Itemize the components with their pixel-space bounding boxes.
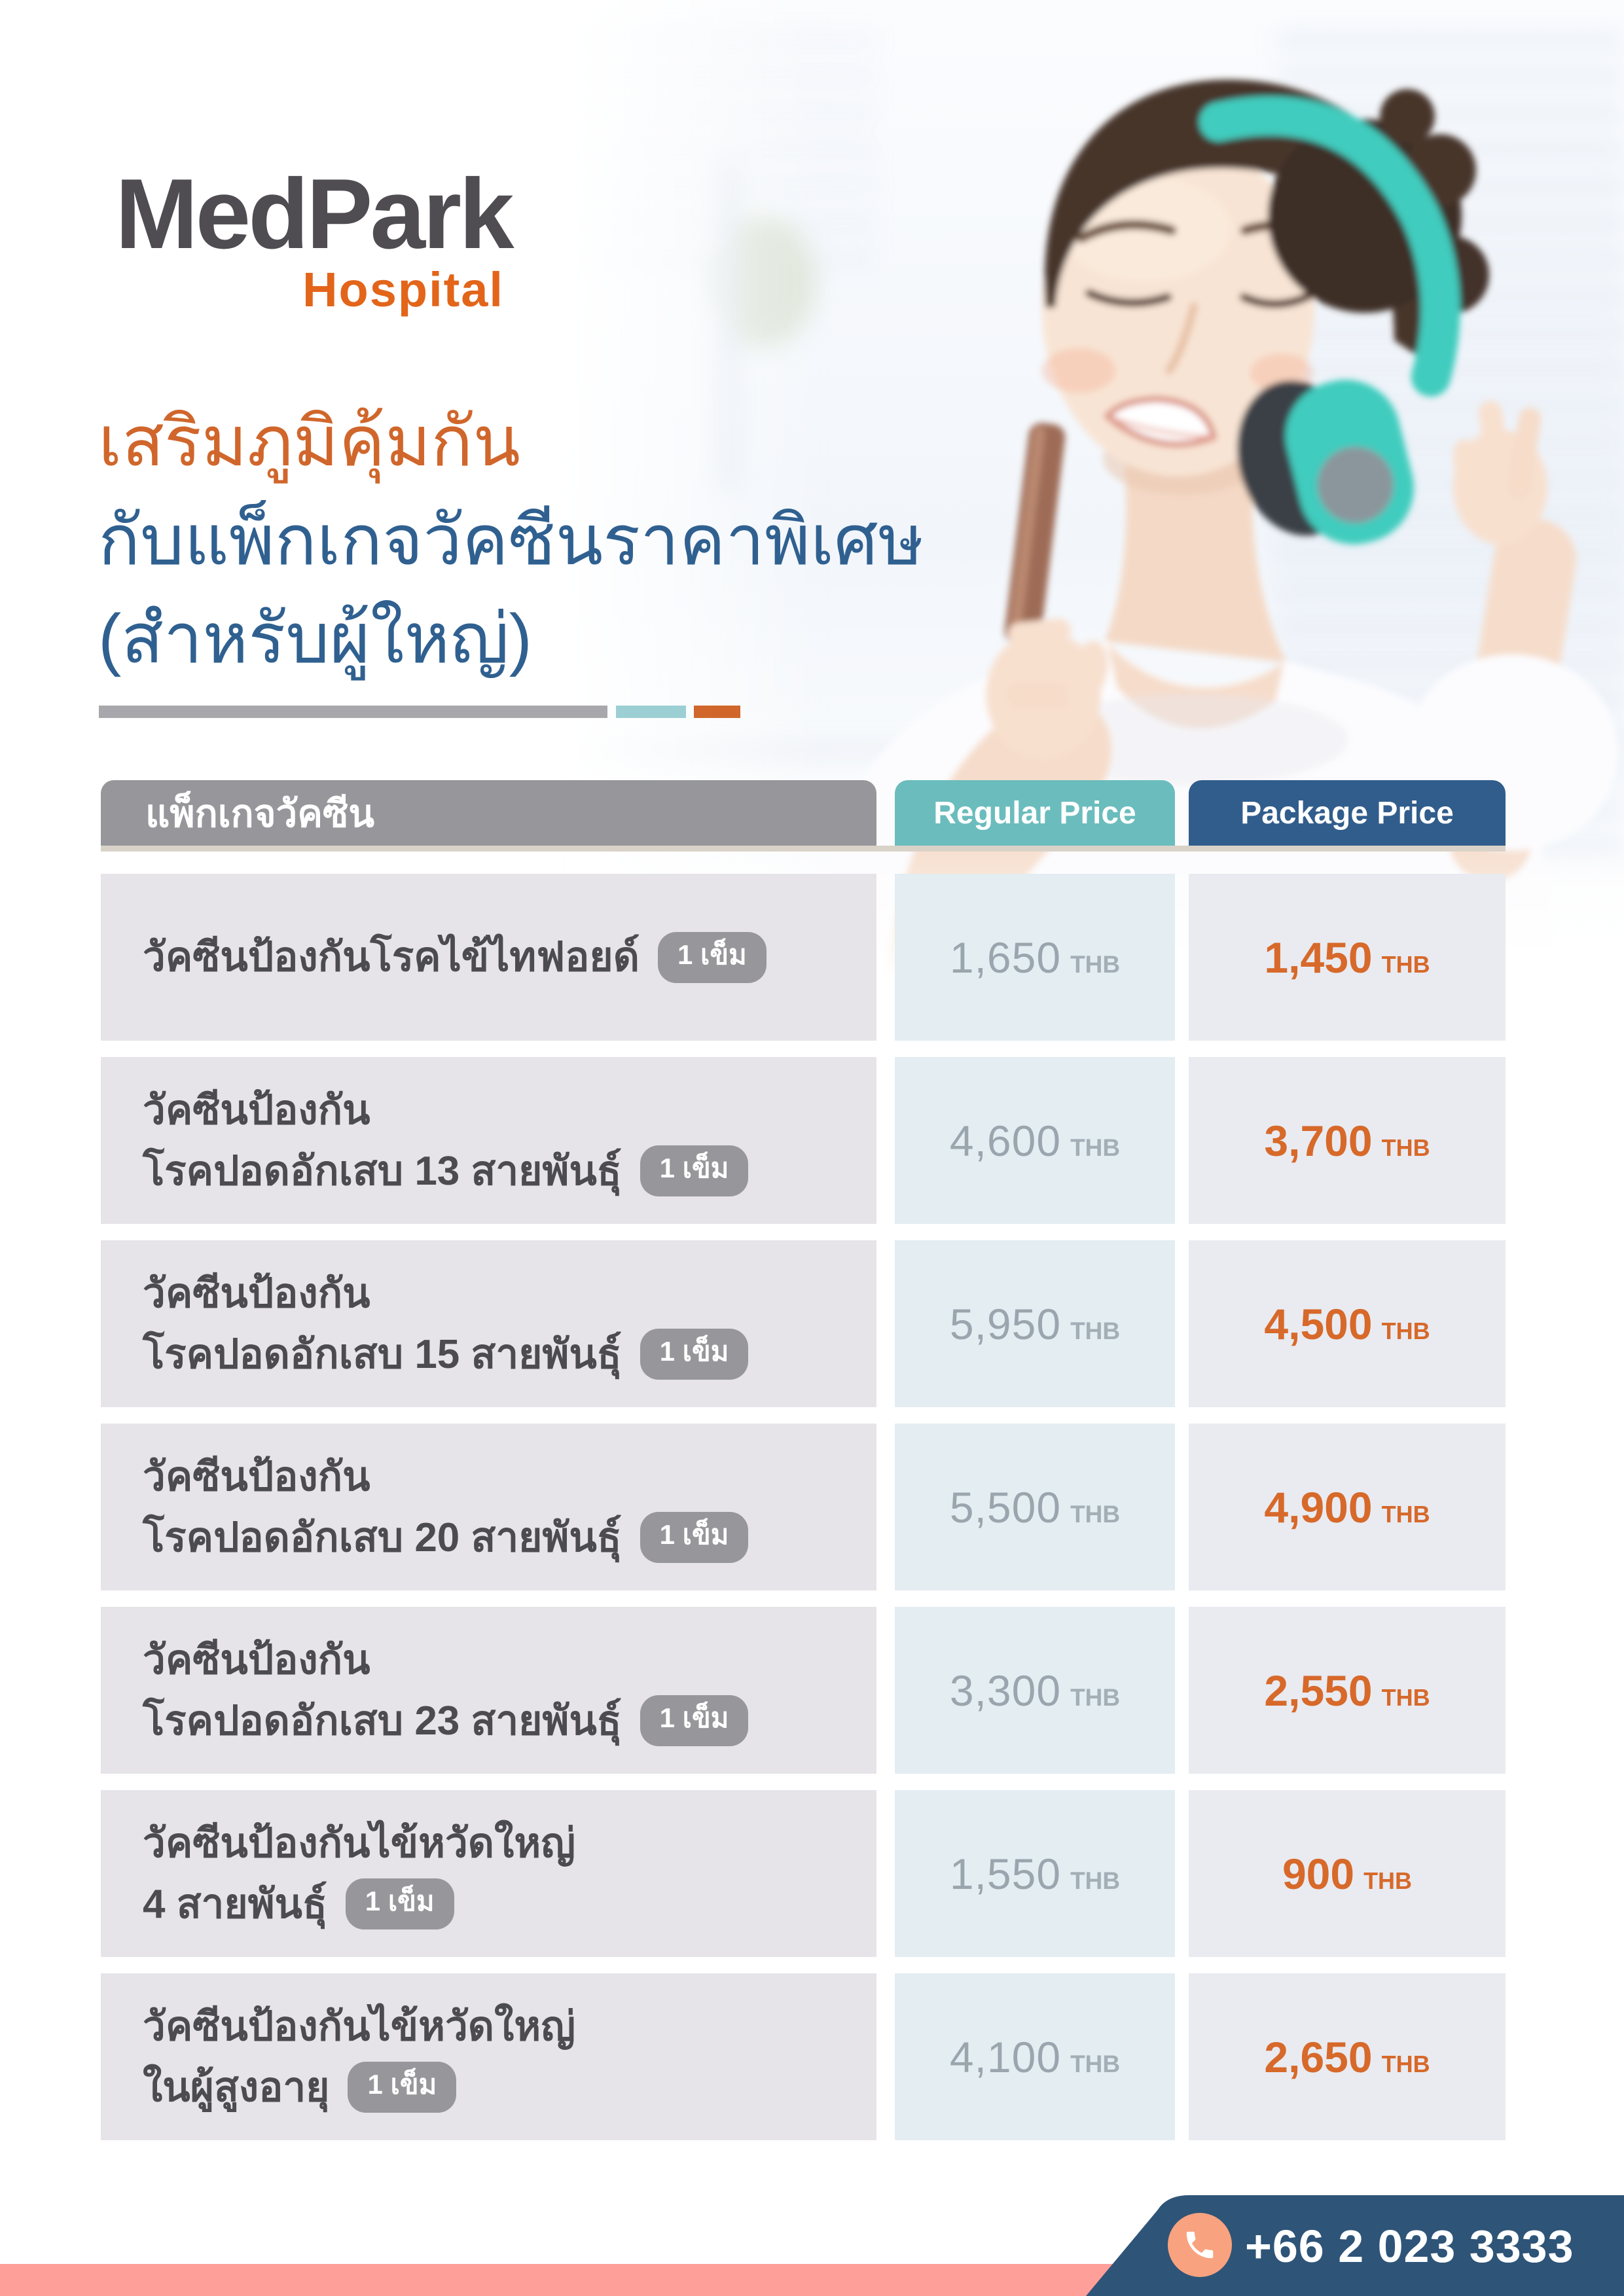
regular-price-value: 1,650 [949,933,1062,982]
dose-badge: 1 เข็ม [640,1329,749,1380]
regular-price-cell: 4,100 THB [895,1973,1175,2140]
package-currency-label: THB [1381,1683,1430,1711]
table-row: วัคซีนป้องกันโรคไข้ไทฟอยด์ 1 เข็ม 1,650 TH… [101,874,1506,1041]
regular-price-value: 5,950 [949,1299,1062,1348]
regular-currency-label: THB [1070,1867,1121,1894]
phone-badge [1168,2213,1232,2277]
dose-badge: 1 เข็ม [657,931,767,983]
regular-currency-label: THB [1070,2050,1121,2077]
brand-subtitle: Hospital [302,262,504,317]
divider-orange-bar [694,706,740,718]
phone-handset-icon [1186,2231,1214,2259]
package-currency-label: THB [1363,1867,1413,1894]
table-body: วัคซีนป้องกันโรคไข้ไทฟอยด์ 1 เข็ม 1,650 TH… [101,874,1506,2140]
regular-price-value: 4,600 [949,1116,1062,1165]
vaccine-name-cell: วัคซีนป้องกันโรคไข้ไทฟอยด์ 1 เข็ม [101,874,876,1041]
package-currency-label: THB [1381,2050,1430,2077]
regular-price-value: 3,300 [949,1666,1062,1715]
headphone-band [1199,96,1460,397]
regular-price-value: 5,500 [949,1482,1062,1532]
package-currency-label: THB [1381,950,1430,978]
vaccine-name: วัคซีนป้องกัน โรคปอดอักเสบ 13 สายพันธุ์ 1 … [143,1080,749,1202]
vaccine-name-cell: วัคซีนป้องกัน โรคปอดอักเสบ 13 สายพันธุ์ 1 … [101,1057,876,1224]
brand-name: MedPark [115,158,514,270]
package-price-value: 2,550 [1264,1666,1373,1715]
header-package-column: แพ็กเกจวัคซีน [101,780,876,846]
regular-currency-label: THB [1070,1317,1121,1344]
package-price-cell: 3,700 THB [1189,1057,1506,1224]
title-line-2: กับแพ็กเกจวัคซีนราคาพิเศษ [98,501,924,579]
regular-currency-label: THB [1070,1134,1121,1161]
vaccine-name-cell: วัคซีนป้องกันไข้หวัดใหญ่ 4 สายพันธุ์ 1 เข็… [101,1790,876,1957]
package-currency-label: THB [1381,1317,1430,1344]
header-regular-price-column: Regular Price [895,780,1175,846]
title-line-1: เสริมภูมิคุ้มกัน [98,403,520,480]
regular-price-cell: 4,600 THB [895,1057,1175,1224]
regular-currency-label: THB [1070,1500,1121,1528]
package-currency-label: THB [1381,1134,1430,1161]
package-currency-label: THB [1381,1500,1430,1528]
table-row: วัคซีนป้องกัน โรคปอดอักเสบ 20 สายพันธุ์ 1 … [101,1424,1506,1590]
dose-badge: 1 เข็ม [640,1145,749,1197]
package-price-value: 900 [1282,1849,1355,1898]
header-package-price-column: Package Price [1189,780,1506,846]
dose-badge: 1 เข็ม [345,1878,454,1930]
vaccine-name: วัคซีนป้องกัน โรคปอดอักเสบ 23 สายพันธุ์ 1 … [143,1630,749,1751]
package-price-value: 3,700 [1264,1116,1373,1165]
vaccine-name: วัคซีนป้องกัน โรคปอดอักเสบ 20 สายพันธุ์ 1 … [143,1446,749,1568]
package-price-cell: 2,550 THB [1189,1607,1506,1774]
table-row: วัคซีนป้องกันไข้หวัดใหญ่ 4 สายพันธุ์ 1 เข็… [101,1790,1506,1957]
dose-badge: 1 เข็ม [348,2062,457,2113]
phone-number: +66 2 023 3333 [1245,2221,1574,2272]
vaccine-name-cell: วัคซีนป้องกัน โรคปอดอักเสบ 23 สายพันธุ์ 1 … [101,1607,876,1774]
regular-currency-label: THB [1070,950,1121,978]
vaccine-name: วัคซีนป้องกันไข้หวัดใหญ่ ในผู้สูงอายุ 1 เข… [143,1996,575,2118]
title-line-3: (สำหรับผู้ใหญ่) [98,600,532,678]
package-price-cell: 4,500 THB [1189,1240,1506,1407]
regular-price-cell: 5,950 THB [895,1240,1175,1407]
vaccine-price-table: แพ็กเกจวัคซีน Regular Price Package Pric… [101,780,1506,2157]
vaccine-name-cell: วัคซีนป้องกันไข้หวัดใหญ่ ในผู้สูงอายุ 1 เข… [101,1973,876,2140]
table-row: วัคซีนป้องกัน โรคปอดอักเสบ 15 สายพันธุ์ 1 … [101,1240,1506,1407]
package-price-cell: 1,450 THB [1189,874,1506,1041]
package-price-cell: 4,900 THB [1189,1424,1506,1590]
vaccine-name: วัคซีนป้องกันไข้หวัดใหญ่ 4 สายพันธุ์ 1 เข็… [143,1813,575,1935]
regular-price-cell: 5,500 THB [895,1424,1175,1590]
vaccine-name: วัคซีนป้องกันโรคไข้ไทฟอยด์ 1 เข็ม [143,927,767,988]
page-title: เสริมภูมิคุ้มกัน กับแพ็กเกจวัคซีนราคาพิเ… [98,393,924,689]
dose-badge: 1 เข็ม [640,1512,749,1564]
package-price-value: 1,450 [1264,933,1373,982]
regular-currency-label: THB [1070,1683,1121,1711]
header-shadow-line [101,846,1506,852]
headphone-earcup [1285,380,1415,545]
table-row: วัคซีนป้องกัน โรคปอดอักเสบ 23 สายพันธุ์ 1 … [101,1607,1506,1774]
regular-price-cell: 1,650 THB [895,874,1175,1041]
brand-logo: MedPark Hospital [115,158,514,317]
table-header-row: แพ็กเกจวัคซีน Regular Price Package Pric… [101,780,1506,846]
vaccine-name-cell: วัคซีนป้องกัน โรคปอดอักเสบ 20 สายพันธุ์ 1 … [101,1424,876,1590]
package-price-cell: 900 THB [1189,1790,1506,1957]
package-price-value: 2,650 [1264,2032,1373,2081]
title-divider [99,706,740,718]
divider-teal-bar [616,706,686,718]
regular-price-value: 4,100 [949,2032,1062,2081]
regular-price-cell: 1,550 THB [895,1790,1175,1957]
divider-gray-bar [99,706,607,718]
package-price-cell: 2,650 THB [1189,1973,1506,2140]
regular-price-value: 1,550 [949,1849,1062,1898]
regular-price-cell: 3,300 THB [895,1607,1175,1774]
dose-badge: 1 เข็ม [640,1695,749,1747]
table-row: วัคซีนป้องกันไข้หวัดใหญ่ ในผู้สูงอายุ 1 เข… [101,1973,1506,2140]
vaccine-name: วัคซีนป้องกัน โรคปอดอักเสบ 15 สายพันธุ์ 1 … [143,1263,749,1385]
package-price-value: 4,500 [1264,1299,1373,1348]
table-row: วัคซีนป้องกัน โรคปอดอักเสบ 13 สายพันธุ์ 1 … [101,1057,1506,1224]
vaccine-name-cell: วัคซีนป้องกัน โรคปอดอักเสบ 15 สายพันธุ์ 1 … [101,1240,876,1407]
package-price-value: 4,900 [1264,1482,1373,1532]
